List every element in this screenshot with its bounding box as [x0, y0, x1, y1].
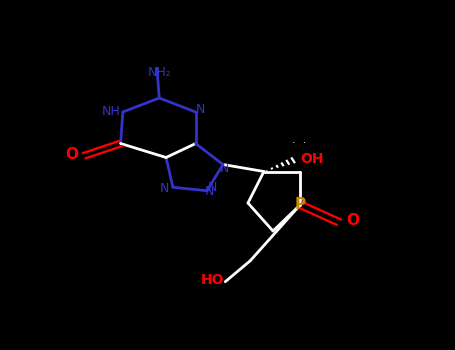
Text: NH₂: NH₂ — [147, 66, 171, 79]
Text: ·  ·: · · — [292, 139, 307, 148]
Text: P: P — [295, 197, 306, 212]
Text: N: N — [205, 185, 214, 198]
Text: N: N — [220, 161, 229, 175]
Text: N: N — [196, 103, 205, 116]
Text: HO: HO — [201, 273, 224, 287]
Text: N: N — [208, 181, 217, 194]
Text: O: O — [346, 213, 359, 228]
Text: O: O — [65, 147, 78, 162]
Text: OH: OH — [300, 152, 324, 166]
Text: N: N — [160, 182, 169, 195]
Text: NH: NH — [102, 105, 121, 118]
